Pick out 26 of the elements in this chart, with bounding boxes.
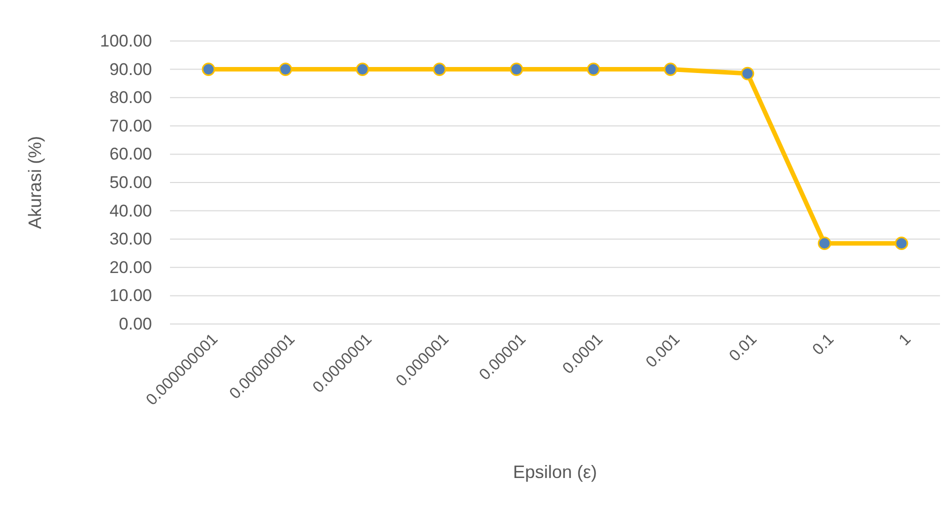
point [202, 62, 216, 76]
y-tick-label: 0.00 [118, 314, 152, 334]
x-tick-label: 1 [896, 330, 914, 350]
x-tick-label: 0.01 [726, 330, 760, 365]
y-tick-label: 100.00 [100, 31, 152, 50]
point [510, 62, 524, 76]
y-tick-label: 80.00 [109, 88, 152, 108]
y-axis-title: Akurasi (%) [25, 136, 45, 230]
point [664, 62, 678, 76]
y-tick-label: 20.00 [109, 258, 152, 277]
y-tick-label: 50.00 [109, 172, 152, 192]
x-axis-title: Epsilon (ε) [512, 462, 598, 482]
x-tick-label: 0.1 [810, 330, 838, 359]
y-tick-label: 60.00 [109, 144, 152, 164]
y-tick-label: 30.00 [109, 230, 152, 249]
y-tick-label: 10.00 [109, 286, 152, 306]
point [894, 236, 908, 250]
point [356, 62, 370, 76]
point [432, 62, 446, 76]
y-tick-label: 40.00 [109, 201, 152, 220]
point [818, 236, 832, 250]
point [278, 62, 292, 76]
y-tick-label: 90.00 [109, 60, 152, 79]
point [586, 62, 600, 76]
y-tick-label: 70.00 [109, 116, 152, 136]
point [740, 66, 754, 80]
